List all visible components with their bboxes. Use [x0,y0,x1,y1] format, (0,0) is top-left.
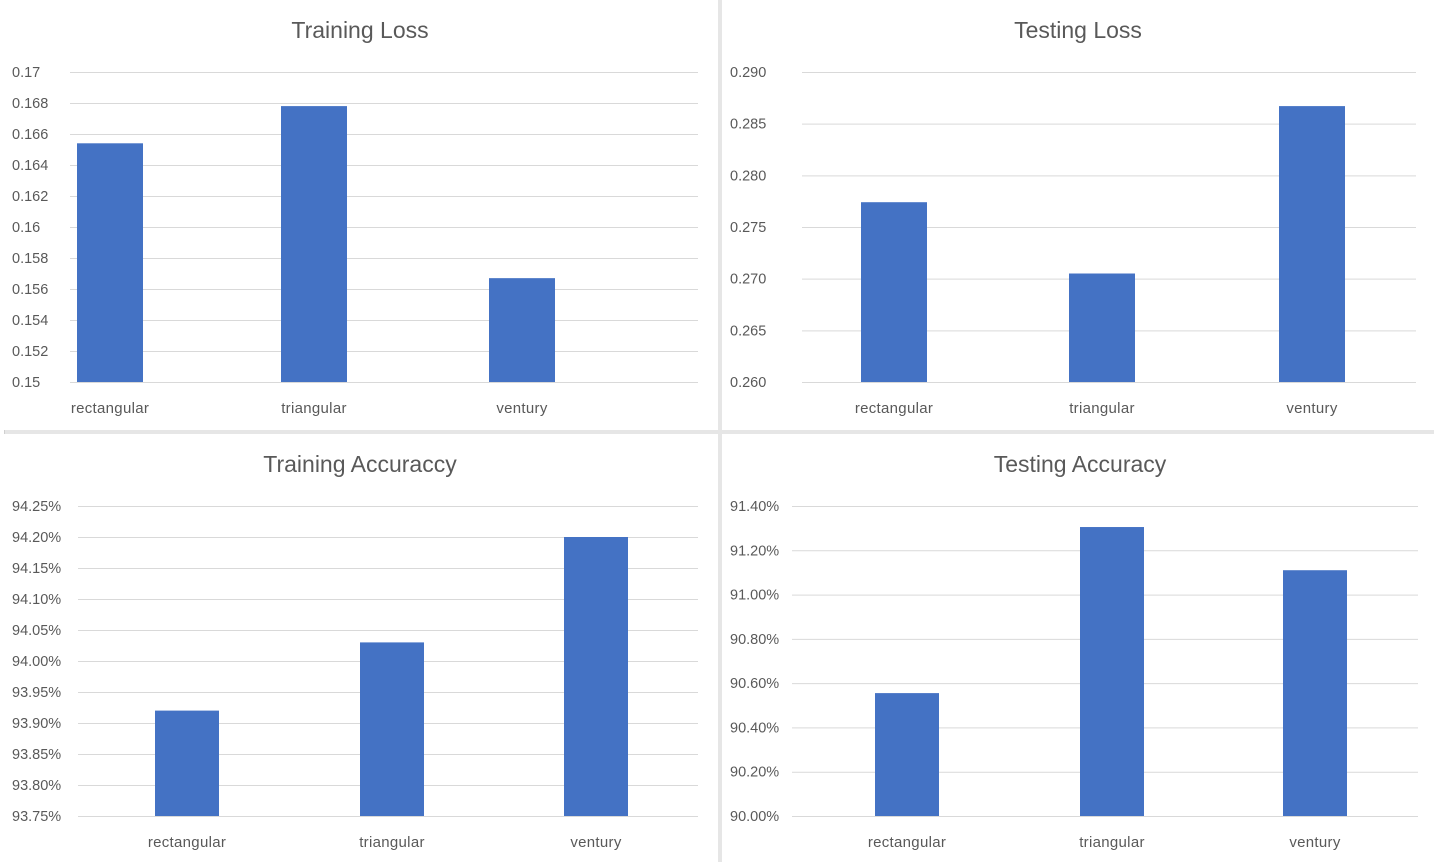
y-tick-label: 94.10% [12,592,61,608]
chart-svg: Testing Loss 0.260 0.265 0.270 0.275 0.280 0.… [730,17,1416,417]
chart-title: Training Loss [291,17,428,43]
bar-ventury[interactable] [1283,570,1347,816]
chart-training-accuracy[interactable]: Training Accuraccy 93.75% 93.80% 93.85% 93.… [4,434,718,862]
y-tick-label: 94.00% [12,654,61,670]
bar-triangular[interactable] [1080,527,1144,816]
chart-svg: Training Loss 0.15 0.152 0.154 0.156 0.158 0.… [12,17,698,417]
y-tick-label: 0.154 [12,313,48,329]
y-tick-label: 93.90% [12,716,61,732]
chart-training-loss[interactable]: Training Loss 0.15 0.152 0.154 0.156 0.158 0.… [4,0,718,430]
y-tick-label: 94.05% [12,623,61,639]
x-category-label: rectangular [868,834,946,851]
bar-triangular[interactable] [1069,273,1135,383]
x-category-label: ventury [1289,834,1340,851]
chart-testing-loss[interactable]: Testing Loss 0.260 0.265 0.270 0.275 0.280 0.… [722,0,1434,430]
y-tick-label: 0.166 [12,127,48,143]
y-tick-label: 0.265 [730,323,766,339]
y-tick-label: 90.80% [730,632,779,648]
y-tick-label: 91.00% [730,588,779,604]
x-category-label: triangular [281,400,347,417]
x-category-label: triangular [359,834,425,851]
x-category-label: rectangular [855,400,933,417]
y-tick-label: 90.60% [730,676,779,692]
y-tick-label: 0.158 [12,251,48,267]
y-tick-label: 90.00% [730,809,779,825]
chart-svg: Training Accuraccy 93.75% 93.80% 93.85% 93.… [12,451,698,851]
bar-rectangular[interactable] [77,143,143,382]
chart-title: Testing Loss [1014,17,1142,43]
x-category-label: rectangular [71,400,149,417]
y-tick-label: 0.290 [730,65,766,81]
bar-ventury[interactable] [1279,106,1345,382]
y-tick-label: 94.20% [12,530,61,546]
y-tick-label: 94.25% [12,499,61,515]
bar-rectangular[interactable] [861,202,927,382]
y-tick-label: 0.275 [730,220,766,236]
y-tick-label: 0.164 [12,158,48,174]
chart-title: Testing Accuracy [994,451,1167,477]
x-category-label: rectangular [148,834,226,851]
y-tick-label: 90.20% [730,765,779,781]
y-tick-label: 91.20% [730,543,779,559]
x-category-label: triangular [1069,400,1135,417]
chart-testing-accuracy[interactable]: Testing Accuracy 90.00% 90.20% 90.40% 90.60… [722,434,1434,862]
y-tick-label: 93.95% [12,685,61,701]
y-tick-label: 0.156 [12,282,48,298]
y-tick-label: 0.152 [12,344,48,360]
y-tick-label: 0.162 [12,189,48,205]
y-tick-label: 0.280 [730,168,766,184]
x-category-label: ventury [1286,400,1337,417]
bar-triangular[interactable] [360,642,424,816]
x-category-label: ventury [570,834,621,851]
bar-rectangular[interactable] [155,710,219,816]
y-tick-label: 93.85% [12,747,61,763]
bar-rectangular[interactable] [875,693,939,816]
y-tick-label: 91.40% [730,499,779,515]
bar-triangular[interactable] [281,106,347,382]
y-tick-label: 93.75% [12,809,61,825]
y-tick-label: 0.168 [12,96,48,112]
chart-svg: Testing Accuracy 90.00% 90.20% 90.40% 90.60… [730,451,1418,851]
sheet-left-edge [0,0,5,862]
y-tick-label: 93.80% [12,778,61,794]
y-tick-label: 0.17 [12,65,40,81]
y-tick-label: 0.285 [730,117,766,133]
y-tick-label: 94.15% [12,561,61,577]
bar-ventury[interactable] [564,537,628,816]
y-tick-label: 0.15 [12,375,40,391]
x-category-label: ventury [496,400,547,417]
y-tick-label: 90.40% [730,720,779,736]
x-category-label: triangular [1079,834,1145,851]
bar-ventury[interactable] [489,278,555,382]
y-tick-label: 0.16 [12,220,40,236]
chart-title: Training Accuraccy [263,451,457,477]
y-tick-label: 0.260 [730,375,766,391]
y-tick-label: 0.270 [730,272,766,288]
